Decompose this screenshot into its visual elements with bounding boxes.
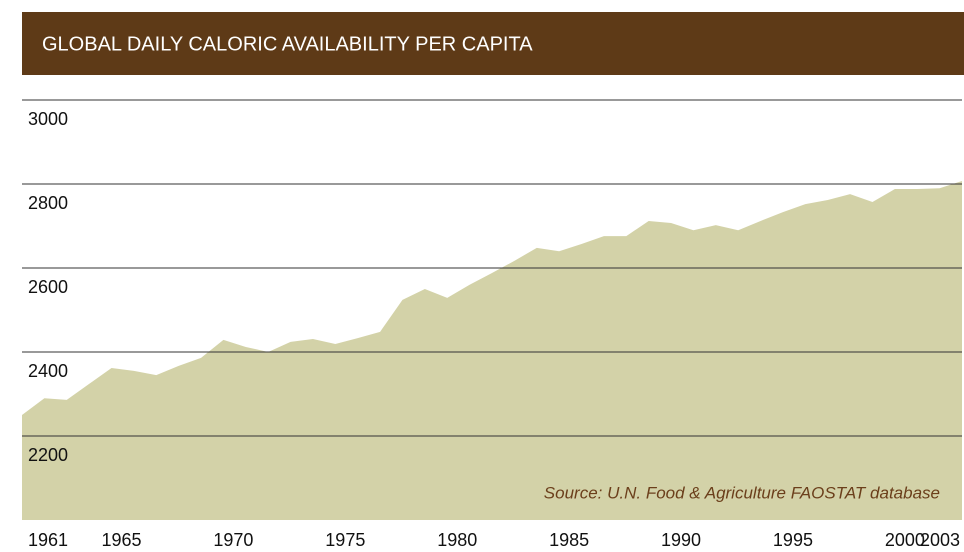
x-tick-label: 1980 (437, 530, 477, 550)
chart-title: GLOBAL DAILY CALORIC AVAILABILITY PER CA… (42, 33, 533, 55)
x-tick-label: 1961 (28, 530, 68, 550)
annotation: Source: U.N. Food & Agriculture FAOSTAT … (544, 483, 940, 502)
x-tick-label: 1965 (102, 530, 142, 550)
x-tick-label: 1990 (661, 530, 701, 550)
y-tick-label: 2800 (28, 193, 68, 213)
x-tick-label: 2003 (920, 530, 960, 550)
x-tick-label: 2000 (885, 530, 925, 550)
x-tick-label: 1975 (325, 530, 365, 550)
y-tick-label: 2200 (28, 445, 68, 465)
title-bar (22, 12, 964, 75)
x-tick-label: 1995 (773, 530, 813, 550)
y-tick-label: 2600 (28, 277, 68, 297)
y-tick-label: 3000 (28, 109, 68, 129)
x-tick-label: 1985 (549, 530, 589, 550)
y-tick-label: 2400 (28, 361, 68, 381)
x-tick-label: 1970 (213, 530, 253, 550)
area (22, 181, 962, 520)
